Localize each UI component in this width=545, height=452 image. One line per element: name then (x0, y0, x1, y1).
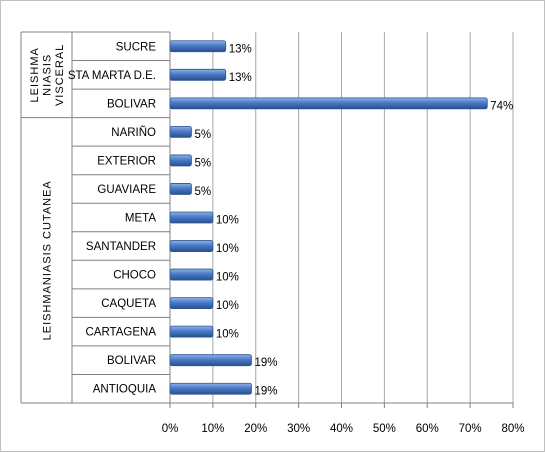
x-tick-label: 10% (201, 423, 224, 435)
data-label: 10% (216, 272, 239, 284)
data-label: 5% (194, 157, 211, 169)
data-label: 10% (216, 300, 239, 312)
data-label: 19% (254, 357, 277, 369)
x-tick-label: 20% (244, 423, 267, 435)
bar (169, 240, 214, 252)
bar (169, 325, 214, 338)
data-label: 74% (490, 100, 513, 112)
x-axis-ticks: 0% 10% 20% 30% 40% 50% 60% 70% 80% (162, 423, 525, 435)
category-label: CHOCO (113, 270, 156, 282)
bar (169, 382, 252, 395)
data-label: 10% (216, 243, 239, 255)
group-labels: LEISHMA NIASIS VISCERAL LEISHMANIASIS CUTAN… (29, 44, 66, 341)
category-label: STA MARTA D.E. (68, 70, 156, 82)
group-label: NIASIS (42, 54, 54, 96)
bar (169, 68, 227, 81)
category-label: ANTIOQUIA (93, 384, 157, 396)
category-label: CARTAGENA (85, 327, 156, 339)
bars: 13% 13% 74% 5% 5% 5% 10% 10% 10% 10% 10% 19% 19% (169, 40, 513, 398)
category-label: CAQUETA (101, 298, 156, 310)
x-tick-label: 40% (330, 423, 353, 435)
bar (169, 40, 227, 53)
bar (169, 211, 214, 224)
category-rows: SUCRE STA MARTA D.E. BOLIVAR NARIÑO EXTERIOR… (20, 31, 170, 403)
bar (169, 183, 192, 195)
category-label: SANTANDER (86, 241, 156, 253)
x-tick-label: 30% (287, 423, 310, 435)
category-label: NARIÑO (111, 126, 156, 139)
bar (169, 125, 192, 138)
group-label: LEISHMANIASIS CUTANEA (42, 180, 54, 340)
category-label: EXTERIOR (97, 155, 156, 167)
bar (169, 154, 192, 167)
group-label: LEISHMA (29, 47, 41, 102)
data-label: 10% (216, 215, 239, 227)
data-label: 5% (194, 129, 211, 141)
data-label: 10% (216, 329, 239, 341)
bar (169, 268, 214, 281)
category-label: BOLIVAR (107, 98, 156, 110)
category-label: META (125, 213, 156, 225)
bar (169, 354, 252, 367)
data-label: 5% (194, 186, 211, 198)
category-label: GUAVIARE (97, 184, 156, 196)
data-label: 13% (229, 43, 252, 55)
x-tick-label: 0% (162, 423, 179, 435)
bar (169, 97, 488, 110)
x-tick-label: 60% (416, 423, 439, 435)
x-tick-label: 50% (373, 423, 396, 435)
group-label: VISCERAL (54, 44, 66, 106)
x-tick-label: 70% (459, 423, 482, 435)
x-tick-label: 80% (501, 423, 524, 435)
bar (169, 297, 214, 310)
data-label: 19% (254, 386, 277, 398)
category-label: SUCRE (116, 41, 157, 53)
category-label: BOLIVAR (107, 355, 156, 367)
data-label: 13% (229, 72, 252, 84)
